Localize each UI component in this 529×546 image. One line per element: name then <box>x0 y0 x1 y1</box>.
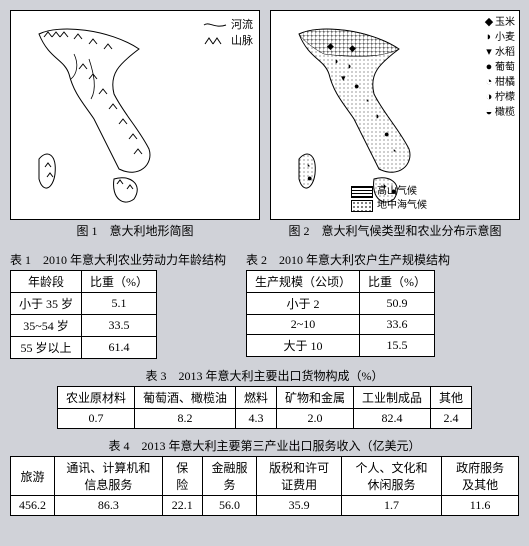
table-row: 35~54 岁33.5 <box>11 315 157 337</box>
table4-block: 表 4 2013 年意大利主要第三产业出口服务收入（亿美元） 旅游 通讯、计算机… <box>10 437 519 516</box>
svg-text:●: ● <box>354 81 359 91</box>
fig1-block: 河流 山脉 图 1 意大利地形简图 <box>10 10 260 245</box>
crop-wheat: 小麦 <box>495 32 515 43</box>
legend-river: 河流 <box>231 17 253 33</box>
crop-grape: 葡萄 <box>495 62 515 73</box>
italy-terrain-map <box>19 19 179 214</box>
fig2-caption: 图 2 意大利气候类型和农业分布示意图 <box>270 222 520 239</box>
table3-block: 表 3 2013 年意大利主要出口货物构成（%） 农业原材料 葡萄酒、橄榄油 燃… <box>10 367 519 429</box>
svg-text:◗: ◗ <box>347 61 352 71</box>
table-row: 旅游 通讯、计算机和信息服务 保险 金融服务 版税和许可证费用 个人、文化和休闲… <box>11 457 519 496</box>
table2-caption: 表 2 2010 年意大利农户生产规模结构 <box>246 251 450 268</box>
crop-corn: 玉米 <box>495 17 515 28</box>
figures-row: 河流 山脉 图 1 意大利地形简图 ◆ ◆ ◗ ◗ ▾ ● ◔ ◑ <box>10 10 519 245</box>
table1: 年龄段比重（%） 小于 35 岁5.1 35~54 岁33.5 55 岁以上61… <box>10 270 157 359</box>
table-row: 小于 35 岁5.1 <box>11 293 157 315</box>
table-row: 农业原材料 葡萄酒、橄榄油 燃料 矿物和金属 工业制成品 其他 <box>57 387 471 409</box>
th-pct: 比重（%） <box>360 271 435 293</box>
fig2-climate-legend: 高山气候 地中海气候 <box>351 185 427 213</box>
svg-text:◆: ◆ <box>327 41 334 51</box>
table-row: 2~1033.6 <box>247 315 435 335</box>
svg-text:◔: ◔ <box>391 146 396 156</box>
fig1-legend: 河流 山脉 <box>203 17 253 49</box>
svg-text:▾: ▾ <box>341 73 346 83</box>
crop-citrus: 柑橘 <box>495 77 515 88</box>
th-pct: 比重（%） <box>82 271 157 293</box>
table-row: 55 岁以上61.4 <box>11 337 157 359</box>
svg-text:◆: ◆ <box>349 43 356 53</box>
fig2-box: ◆◆ ◗◗ ▾● ◔◑ ●◔ ◑● ◔● ◆玉米 ◗小麦 ▾水稻 ●葡萄 ◔柑橘… <box>270 10 520 220</box>
table4-caption: 表 4 2013 年意大利主要第三产业出口服务收入（亿美元） <box>10 437 519 454</box>
th-scale: 生产规模（公顷） <box>247 271 360 293</box>
climate-alpine: 高山气候 <box>377 185 417 199</box>
table-row: 456.2 86.3 22.1 56.0 35.9 1.7 11.6 <box>11 496 519 516</box>
table1-block: 表 1 2010 年意大利农业劳动力年龄结构 年龄段比重（%） 小于 35 岁5… <box>10 251 226 359</box>
svg-text:◔: ◔ <box>364 96 369 106</box>
table-row: 小于 250.9 <box>247 293 435 315</box>
table-row: 大于 1015.5 <box>247 335 435 357</box>
fig1-caption: 图 1 意大利地形简图 <box>10 222 260 239</box>
crop-lemon: 柠檬 <box>495 92 515 103</box>
crop-olive: 橄榄 <box>495 107 515 118</box>
table-row: 生产规模（公顷）比重（%） <box>247 271 435 293</box>
fig2-block: ◆◆ ◗◗ ▾● ◔◑ ●◔ ◑● ◔● ◆玉米 ◗小麦 ▾水稻 ●葡萄 ◔柑橘… <box>270 10 520 245</box>
table4: 旅游 通讯、计算机和信息服务 保险 金融服务 版税和许可证费用 个人、文化和休闲… <box>10 456 519 516</box>
svg-text:●: ● <box>384 129 389 139</box>
svg-text:◔: ◔ <box>305 161 310 171</box>
table2: 生产规模（公顷）比重（%） 小于 250.9 2~1033.6 大于 1015.… <box>246 270 435 357</box>
fig1-box: 河流 山脉 <box>10 10 260 220</box>
tables-row-1: 表 1 2010 年意大利农业劳动力年龄结构 年龄段比重（%） 小于 35 岁5… <box>10 251 519 359</box>
table3: 农业原材料 葡萄酒、橄榄油 燃料 矿物和金属 工业制成品 其他 0.7 8.2 … <box>57 386 472 429</box>
table2-block: 表 2 2010 年意大利农户生产规模结构 生产规模（公顷）比重（%） 小于 2… <box>246 251 450 359</box>
climate-med: 地中海气候 <box>377 199 427 213</box>
legend-mountain: 山脉 <box>231 33 253 49</box>
table3-caption: 表 3 2013 年意大利主要出口货物构成（%） <box>10 367 519 384</box>
table-row: 年龄段比重（%） <box>11 271 157 293</box>
svg-text:●: ● <box>307 173 312 183</box>
svg-text:◑: ◑ <box>374 111 379 121</box>
crop-rice: 水稻 <box>495 47 515 58</box>
table1-caption: 表 1 2010 年意大利农业劳动力年龄结构 <box>10 251 226 268</box>
table-row: 0.7 8.2 4.3 2.0 82.4 2.4 <box>57 409 471 429</box>
th-age: 年龄段 <box>11 271 82 293</box>
svg-text:◗: ◗ <box>334 56 339 66</box>
fig2-crop-legend: ◆玉米 ◗小麦 ▾水稻 ●葡萄 ◔柑橘 ◑柠檬 ◒橄榄 <box>483 15 515 120</box>
